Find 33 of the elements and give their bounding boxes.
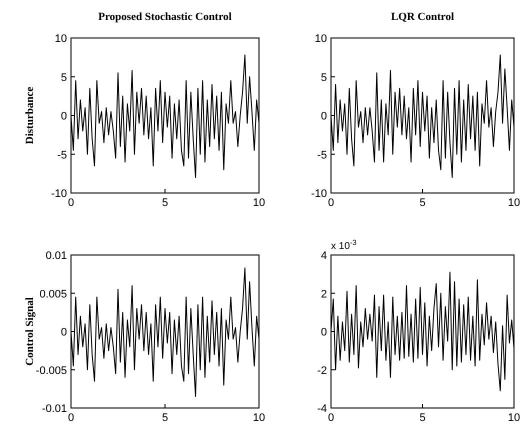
x-tick-label: 10	[252, 412, 266, 424]
y-tick-label: 5	[60, 72, 67, 84]
y-tick-label: 2	[320, 288, 327, 300]
chart-title: LQR Control	[390, 11, 454, 23]
text: x 10$^{-3}$	[331, 238, 357, 252]
y-tick-label: 5	[320, 72, 327, 84]
y-tick-label: -0.005	[36, 364, 67, 377]
y-tick-label: 0	[60, 110, 67, 122]
y-tick-label: 0.01	[46, 250, 67, 262]
y-tick-label: 10	[54, 33, 67, 45]
x-tick-label: 5	[419, 412, 426, 424]
x-tick-label: 5	[162, 197, 168, 209]
y-tick-label: 0	[320, 110, 327, 122]
y-tick-label: 0	[60, 326, 67, 338]
y-axis-title: Disturbance	[24, 86, 36, 144]
y-tick-label: -5	[317, 149, 327, 162]
y-tick-label: 10	[314, 33, 327, 45]
x-tick-label: 10	[508, 197, 520, 209]
chart-title: Proposed Stochastic Control	[98, 11, 232, 23]
y-tick-label: 0.005	[39, 288, 67, 300]
x-tick-label: 10	[508, 412, 520, 424]
y-tick-label: -4	[317, 403, 327, 415]
x-tick-label: 10	[252, 197, 266, 209]
y-tick-label: -10	[311, 188, 327, 200]
y-tick-label: -5	[57, 149, 67, 162]
y-tick-label: -2	[317, 364, 327, 377]
y-tick-label: 4	[320, 250, 327, 262]
y-tick-label: -10	[51, 188, 67, 200]
y-axis-title: Control Signal	[24, 297, 36, 366]
x-tick-label: 5	[419, 197, 426, 209]
x-tick-label: 5	[162, 412, 168, 424]
y-tick-label: -0.01	[42, 403, 67, 415]
y-tick-label: 0	[320, 326, 327, 338]
